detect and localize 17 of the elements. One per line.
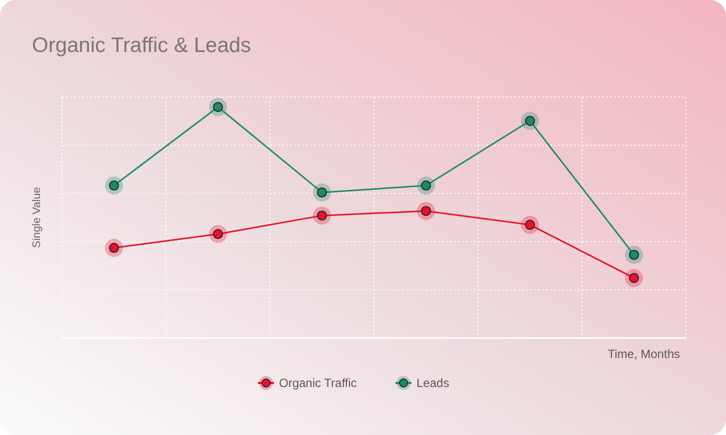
point (417, 176, 435, 195)
point (521, 112, 539, 130)
point (209, 225, 227, 244)
point (417, 202, 435, 220)
chart-title: Organic Traffic & Leads (32, 34, 252, 57)
legend-label: Leads (416, 376, 450, 390)
point (521, 216, 539, 234)
x-axis-title: Time, Months (608, 347, 680, 361)
y-axis-title: Single Value (31, 187, 43, 248)
point (209, 98, 227, 116)
point (625, 246, 643, 264)
point (105, 176, 123, 195)
point (313, 206, 331, 225)
legend-label: Organic Traffic (279, 376, 357, 390)
point (105, 238, 123, 257)
point (313, 183, 331, 202)
point (625, 268, 643, 287)
